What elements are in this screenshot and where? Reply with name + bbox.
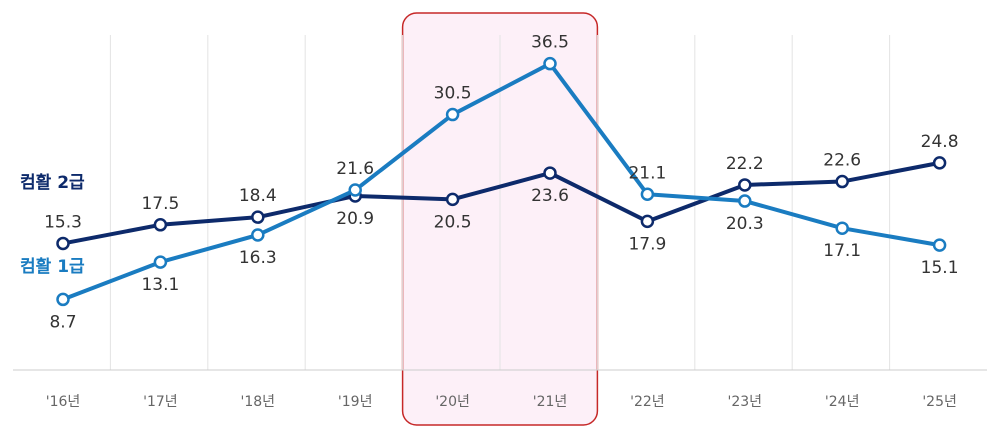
series-2-point [640, 187, 655, 202]
gridlines [13, 35, 987, 371]
data-label: 21.1 [628, 163, 666, 183]
data-label: 16.3 [239, 248, 277, 268]
x-tick-label: '24년 [825, 394, 860, 410]
data-label: 30.5 [434, 84, 472, 104]
series-name-label: 컴활 2급 [20, 172, 85, 193]
x-tick-label: '16년 [46, 394, 81, 410]
data-label: 20.9 [336, 209, 374, 229]
series-1-point [640, 214, 655, 229]
series-2-point [932, 238, 947, 252]
data-label: 24.8 [921, 132, 959, 152]
x-tick-label: '20년 [435, 394, 470, 410]
data-label: 20.3 [726, 214, 764, 234]
series-line-1 [61, 160, 942, 246]
series-2-point [56, 292, 70, 307]
series-2-point [543, 56, 557, 71]
series-2-point [348, 183, 362, 197]
x-tick-label: '21년 [533, 394, 568, 410]
data-label: 22.2 [726, 154, 764, 174]
x-tick-label: '25년 [922, 394, 957, 410]
data-label: 20.5 [434, 212, 472, 232]
series-1-point [738, 178, 752, 192]
x-tick-label: '22년 [630, 394, 665, 410]
data-label: 17.9 [628, 234, 666, 254]
data-label: 21.6 [336, 159, 374, 179]
series-2-point [738, 194, 752, 208]
series-1-point [445, 192, 460, 207]
data-label: 22.6 [823, 151, 861, 171]
x-tick-label: '17년 [143, 394, 178, 410]
series-line-2 [61, 61, 942, 302]
data-label: 15.3 [44, 212, 82, 232]
data-label: 23.6 [531, 186, 569, 206]
series-1-point [56, 236, 70, 251]
data-label: 13.1 [141, 275, 179, 295]
x-tick-label: '19년 [338, 394, 373, 410]
data-label: 17.1 [823, 241, 861, 261]
series-2-point [251, 228, 265, 242]
x-tick-label: '23년 [728, 394, 763, 410]
x-tick-label: '18년 [241, 394, 276, 410]
series-1-point [153, 218, 168, 232]
data-label: 15.1 [921, 258, 959, 278]
data-label: 18.4 [239, 186, 277, 206]
series-2-point [445, 107, 460, 122]
series-1-point [835, 174, 849, 189]
data-label: 8.7 [49, 312, 76, 332]
data-label: 36.5 [531, 33, 569, 53]
series-2-point [153, 255, 168, 269]
series-1-point [251, 210, 265, 224]
x-axis: '16년 '17년 '18년 '19년 '20년 '21년 '22년 '23년 '24년 '25년 [46, 394, 957, 410]
series-name-label: 컴활 1급 [20, 256, 85, 277]
data-label: 17.5 [141, 194, 179, 214]
series-1-point [543, 166, 557, 180]
series-1-point [932, 156, 947, 170]
series-2-point [835, 221, 849, 235]
